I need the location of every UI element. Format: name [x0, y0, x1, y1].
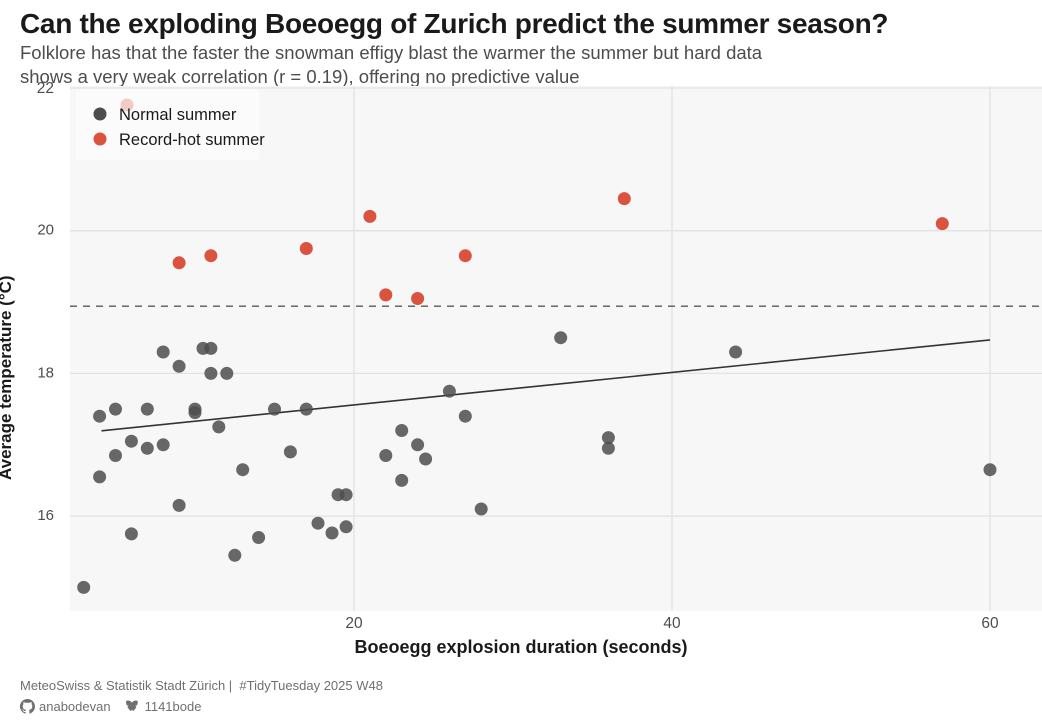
svg-text:40: 40 [663, 615, 681, 632]
svg-text:22: 22 [37, 80, 54, 97]
svg-text:60: 60 [981, 615, 999, 632]
svg-text:16: 16 [37, 507, 54, 524]
svg-text:20: 20 [345, 615, 363, 632]
svg-text:20: 20 [37, 222, 54, 239]
svg-text:18: 18 [37, 364, 54, 381]
svg-text:Normal summer: Normal summer [119, 106, 237, 124]
svg-text:Record-hot summer: Record-hot summer [119, 131, 265, 149]
